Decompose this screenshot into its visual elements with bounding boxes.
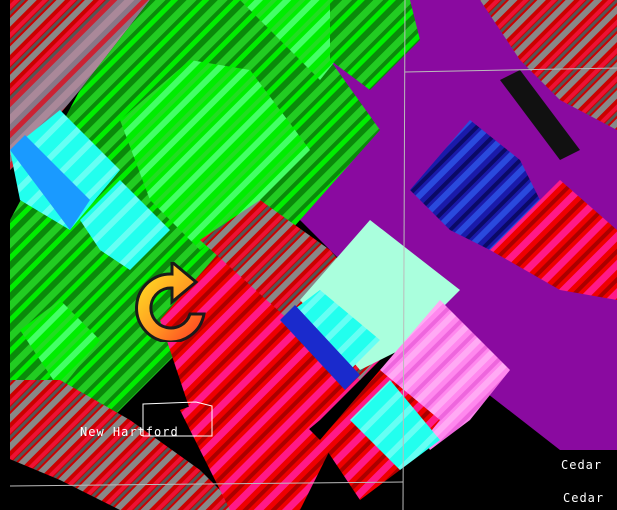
county-boundary-horizontal-top: [404, 67, 617, 73]
black-streak-top-right: [500, 70, 580, 160]
place-label-cedar: Cedar: [561, 458, 603, 472]
place-label-cedar-2: Cedar: [563, 491, 605, 505]
red-gray-top-right: [480, 0, 617, 130]
county-boundary-horizontal-bottom: [9, 481, 404, 487]
cyan-lower-block: [350, 380, 440, 470]
cyan-small-block: [280, 290, 380, 380]
refresh-spinner-icon[interactable]: [132, 258, 212, 344]
black-bottom-left: [0, 455, 120, 510]
place-label-new-hartford: New Hartford: [80, 425, 179, 439]
green-band-bright: [120, 60, 310, 250]
red-bottom-center: [180, 380, 330, 510]
black-bottom-right: [460, 450, 617, 510]
blue-band: [410, 120, 540, 250]
red-bottom-left: [0, 380, 240, 510]
frame-left-border: [0, 0, 10, 510]
light-green-lower: [20, 300, 100, 390]
county-boundary-vertical: [402, 0, 406, 510]
sky-blue-strip: [10, 135, 90, 230]
blue-small-strip: [280, 305, 360, 390]
cyan-band: [10, 110, 120, 230]
green-top-right-2: [330, 0, 420, 90]
refresh-arrow-graphic: [135, 258, 206, 344]
red-band-upper-right: [490, 180, 617, 300]
cyan-band-2: [80, 180, 170, 270]
city-outline-new-hartford: [142, 401, 213, 437]
